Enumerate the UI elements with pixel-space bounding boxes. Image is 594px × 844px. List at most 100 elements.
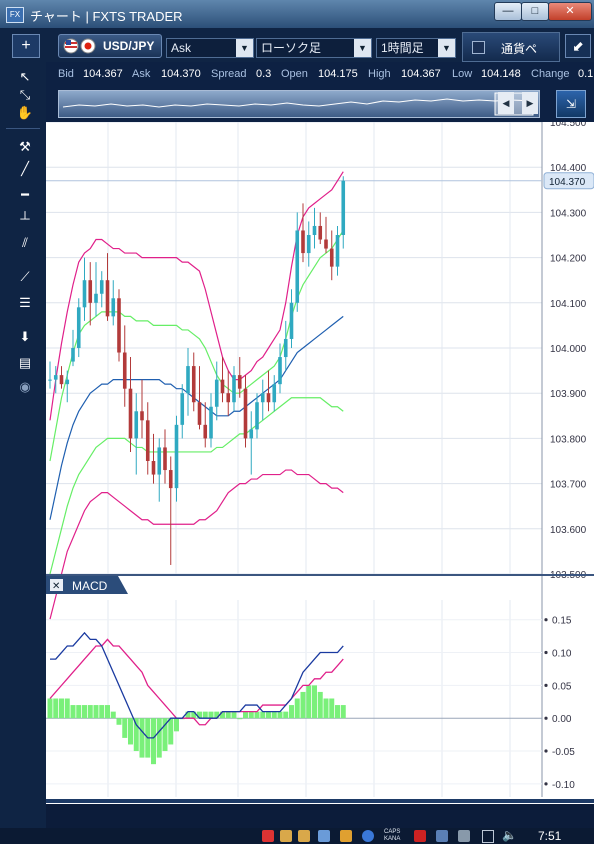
candle-body xyxy=(163,447,167,471)
cursor-arrow-icon[interactable]: ↖ xyxy=(19,69,31,84)
add-chart-button[interactable]: + xyxy=(12,34,40,58)
open-label: Open xyxy=(281,68,308,80)
download-arrow-icon[interactable]: ⬇ xyxy=(19,329,31,344)
candle-body xyxy=(122,352,127,389)
tray-folder-icon[interactable] xyxy=(340,830,352,842)
macd-histogram-bar xyxy=(174,718,179,732)
chevron-down-icon: ▼ xyxy=(236,39,253,57)
close-window-button[interactable]: ✕ xyxy=(548,2,592,21)
volume-icon[interactable]: 🔈 xyxy=(502,828,517,842)
candle-body xyxy=(111,298,116,317)
help-icon[interactable] xyxy=(362,830,374,842)
tray-app-icon[interactable] xyxy=(458,830,470,842)
macd-histogram-bar xyxy=(271,711,277,719)
macd-histogram-bar xyxy=(254,711,260,719)
list-panel-icon[interactable]: ▤ xyxy=(18,355,32,370)
candle-body xyxy=(140,411,144,421)
candle-body xyxy=(191,366,196,403)
macd-histogram-bar xyxy=(243,711,248,719)
candle-body xyxy=(76,307,81,348)
chart-type-select[interactable]: ローソク足 ▼ xyxy=(256,38,372,58)
fibonacci-fan-icon[interactable]: ⟋ xyxy=(20,269,30,284)
price-axis-label: 104.000 xyxy=(550,344,587,355)
candle-body xyxy=(151,461,156,475)
candle-body xyxy=(99,280,104,294)
candle-body xyxy=(260,393,265,403)
kana-label: KANA xyxy=(384,836,401,842)
macd-histogram-bar xyxy=(105,705,110,719)
windows-taskbar: CAPS KANA 🔈 7:51 xyxy=(0,828,594,844)
chart-canvas[interactable]: 104.500 104.400 104.300 104.200 104.100 104.0… xyxy=(46,118,594,818)
timeframe-select[interactable]: 1時間足 ▼ xyxy=(376,38,456,58)
candle-body xyxy=(295,230,300,303)
panel-checkbox[interactable] xyxy=(472,41,485,54)
minimize-button[interactable]: — xyxy=(494,2,522,21)
price-axis-label: 104.500 xyxy=(550,122,587,129)
macd-header xyxy=(46,576,128,594)
price-axis-label: 103.900 xyxy=(550,389,587,400)
high-label: High xyxy=(368,68,391,80)
candle-body xyxy=(134,411,139,439)
candle-body xyxy=(318,225,323,240)
chart-toolbar: + USD/JPY Ask ▼ ローソク足 ▼ 1時間足 ▼ 通貨ペ ⬋ xyxy=(0,28,594,62)
macd-axis-label: -0.10 xyxy=(552,780,575,791)
fibonacci-retracement-icon[interactable]: ☰ xyxy=(19,295,31,310)
navigator-scroll-right[interactable]: ▶ xyxy=(522,92,538,114)
horizontal-line-icon[interactable]: ━ xyxy=(21,187,29,202)
tray-network-icon[interactable] xyxy=(318,830,330,842)
price-side-select[interactable]: Ask ▼ xyxy=(166,38,254,58)
expand-arrow-icon[interactable]: ⬋ xyxy=(565,34,591,58)
vertical-line-icon[interactable]: ┴ xyxy=(20,211,30,226)
navigator-scroll-left[interactable]: ◀ xyxy=(498,92,514,114)
macd-histogram-bar xyxy=(93,705,99,719)
hand-pan-icon[interactable]: ✋ xyxy=(16,105,34,120)
trend-line-icon[interactable]: ╱ xyxy=(21,161,29,176)
parallel-lines-icon[interactable]: ⫽ xyxy=(22,235,28,250)
camera-icon[interactable]: ◉ xyxy=(19,379,31,394)
candle-body xyxy=(243,388,248,439)
navigator-track[interactable] xyxy=(58,90,540,118)
quote-bar: Bid 104.367 Ask 104.370 Spread 0.3 Open … xyxy=(46,62,594,86)
candle-body xyxy=(232,375,236,403)
hammer-tool-icon[interactable]: ⚒ xyxy=(19,139,31,154)
us-flag-icon xyxy=(63,38,96,54)
chart-area[interactable]: 104.500 104.400 104.300 104.200 104.100 104.0… xyxy=(46,118,594,818)
price-side-value: Ask xyxy=(171,41,192,55)
macd-histogram-bar xyxy=(151,718,156,765)
candle-body xyxy=(82,280,87,308)
auto-scroll-icon[interactable]: ⇲ xyxy=(556,90,586,118)
chart-navigator: ◀ ▶ ⇲ xyxy=(46,86,594,122)
price-axis-label: 103.800 xyxy=(550,434,587,445)
symbol-selector[interactable]: USD/JPY xyxy=(58,34,162,58)
macd-close-button[interactable] xyxy=(50,579,63,591)
window-title: チャート | FXTS TRADER xyxy=(30,9,183,24)
bollinger-upper-1sigma xyxy=(49,230,344,462)
candle-body xyxy=(174,424,179,489)
candle-body xyxy=(117,298,121,353)
macd-axis-label: 0.00 xyxy=(552,714,572,725)
tray-app-icon[interactable] xyxy=(280,830,292,842)
macd-title: MACD xyxy=(72,579,108,593)
notification-icon[interactable] xyxy=(262,830,274,842)
restore-button[interactable]: □ xyxy=(521,2,549,21)
macd-histogram-bar xyxy=(197,711,202,719)
drawing-tools-sidebar: ↖ ⤡ ✋ ⚒ ╱ ━ ┴ ⫽ ⟋ ☰ ⬇ ▤ ◉ xyxy=(0,62,46,828)
candle-body xyxy=(278,357,282,385)
system-clock: 7:51 xyxy=(538,829,562,843)
currency-pair-panel-toggle[interactable]: 通貨ペ xyxy=(462,32,560,62)
tray-app-icon[interactable] xyxy=(436,830,448,842)
moving-average-line xyxy=(49,315,344,520)
macd-histogram-bar xyxy=(323,698,329,719)
price-axis-label: 104.100 xyxy=(550,299,587,310)
tray-app-icon[interactable] xyxy=(298,830,310,842)
ime-icon[interactable] xyxy=(414,830,426,842)
macd-tick-dot xyxy=(544,716,548,720)
tray-app-icon[interactable] xyxy=(482,830,494,843)
candle-body xyxy=(157,447,162,475)
macd-histogram-bar xyxy=(248,711,254,719)
crosshair-cursor-icon[interactable]: ⤡ xyxy=(19,87,31,102)
candle-body xyxy=(312,225,317,235)
app-icon: FX xyxy=(6,7,24,23)
candle-body xyxy=(249,429,254,439)
macd-histogram-bar xyxy=(312,685,317,719)
